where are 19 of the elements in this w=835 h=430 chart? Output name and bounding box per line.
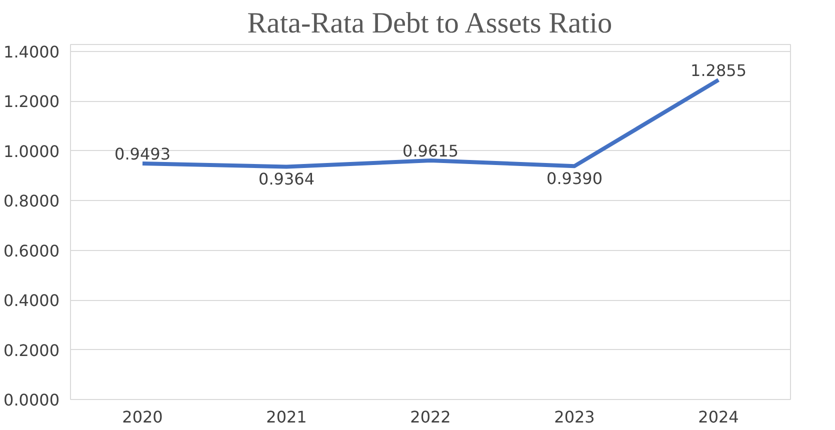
y-tick-label: 0.4000 [4,291,60,310]
data-label: 0.9364 [258,170,314,189]
data-label: 0.9493 [114,144,170,164]
y-tick-label: 1.0000 [4,142,60,161]
data-label: 1.2855 [690,60,746,80]
x-tick-label: 2020 [122,408,163,426]
y-tick-label: 0.6000 [4,241,60,260]
y-tick-label: 0.8000 [4,192,60,211]
data-label: 0.9390 [546,169,602,188]
y-tick-label: 0.0000 [4,390,60,410]
y-tick-label: 0.2000 [4,340,60,360]
data-label: 0.9615 [402,141,458,160]
x-tick-label: 2021 [266,408,307,426]
x-tick-label: 2022 [410,408,451,426]
y-tick-label: 1.2000 [4,92,60,112]
chart-title: Rata-Rata Debt to Assets Ratio [247,8,612,40]
y-tick-label: 1.4000 [4,42,60,62]
x-tick-label: 2023 [554,408,595,426]
x-tick-label: 2024 [698,408,739,426]
